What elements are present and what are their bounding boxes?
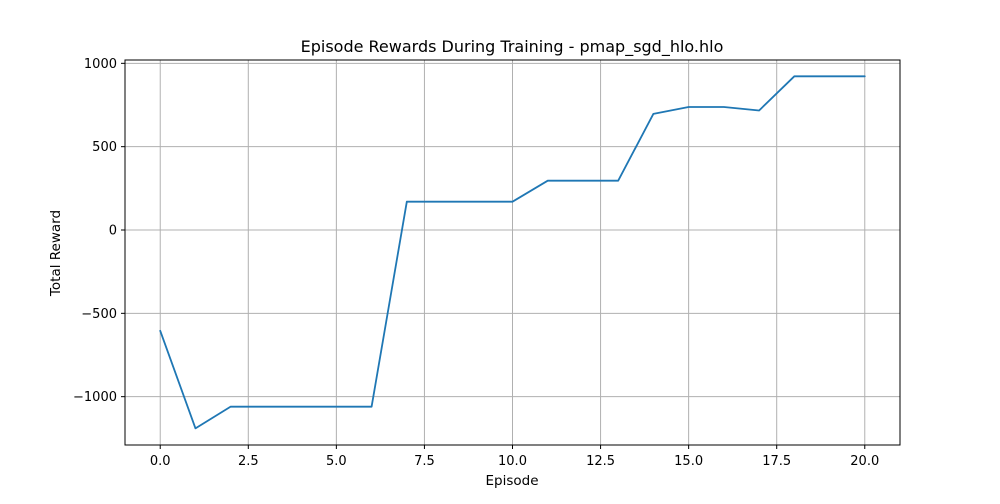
y-tick-label: −1000 [73,390,117,405]
x-axis-ticks: 0.0 2.5 5.0 7.5 10.0 12.5 15.0 17.5 20.0 [150,445,879,469]
x-tick-label: 5.0 [326,454,347,469]
y-axis-ticks: −1000 −500 0 500 1000 [73,57,125,405]
y-axis-label: Total Reward [48,210,64,297]
x-tick-label: 20.0 [850,454,879,469]
x-axis-label: Episode [485,473,538,489]
x-tick-label: 12.5 [586,454,615,469]
x-tick-label: 0.0 [150,454,171,469]
x-tick-label: 2.5 [238,454,259,469]
x-tick-label: 10.0 [498,454,527,469]
y-tick-label: 500 [92,140,117,155]
y-tick-label: 1000 [84,57,117,72]
x-tick-label: 17.5 [762,454,791,469]
y-tick-label: 0 [109,224,117,239]
y-tick-label: −500 [81,307,117,322]
x-tick-label: 7.5 [414,454,435,469]
grid [125,60,900,445]
x-tick-label: 15.0 [674,454,703,469]
chart-title: Episode Rewards During Training - pmap_s… [301,37,724,57]
